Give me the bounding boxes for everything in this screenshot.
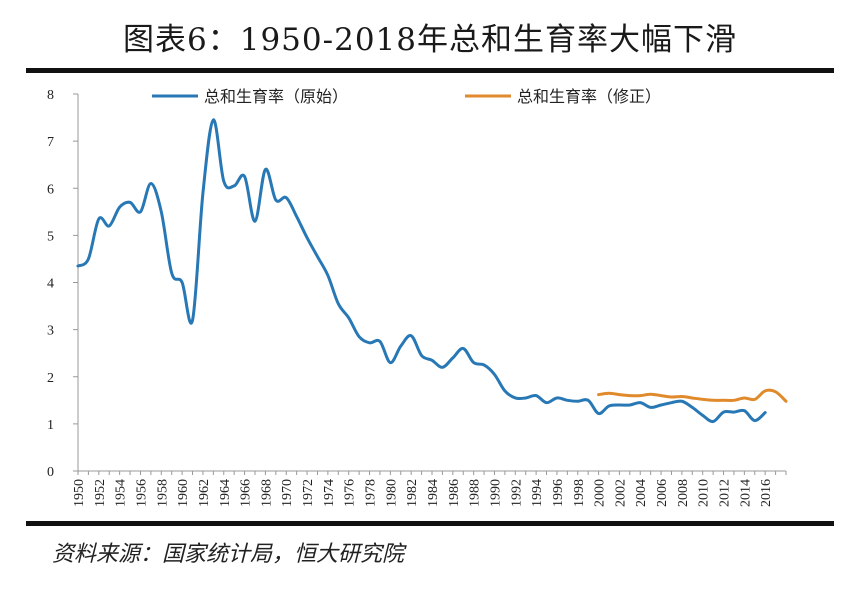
y-tick-label: 6 xyxy=(47,182,54,197)
x-tick-label: 1980 xyxy=(384,479,399,507)
x-tick-label: 1988 xyxy=(468,479,483,507)
y-tick-label: 7 xyxy=(47,135,54,150)
x-tick-label: 2002 xyxy=(613,479,628,507)
y-tick-label: 0 xyxy=(47,465,54,480)
x-tick-label: 2000 xyxy=(593,479,608,507)
x-tick-label: 1972 xyxy=(301,479,316,507)
x-axis-ticks: 1950 1952 1954 1956 1958 1960 1962 1964 1966 1968… xyxy=(72,471,787,507)
x-tick-label: 2004 xyxy=(634,479,649,507)
legend-label-original: 总和生育率（原始） xyxy=(204,87,348,106)
chart-title: 图表6：1950-2018年总和生育率大幅下滑 xyxy=(123,22,737,58)
source-note: 资料来源：国家统计局，恒大研究院 xyxy=(52,542,405,567)
y-tick-label: 2 xyxy=(47,371,54,386)
series-line-original xyxy=(76,118,767,424)
x-tick-label: 1956 xyxy=(134,479,149,507)
x-tick-label: 2006 xyxy=(655,479,670,507)
series-line-corrected xyxy=(597,388,788,403)
y-tick-label: 5 xyxy=(47,229,54,244)
legend-label-corrected: 总和生育率（修正） xyxy=(517,87,661,106)
y-tick-label: 4 xyxy=(47,277,54,292)
y-tick-label: 8 xyxy=(47,88,54,103)
x-tick-label: 1984 xyxy=(426,479,441,507)
y-tick-label: 3 xyxy=(47,324,54,339)
x-tick-label: 1968 xyxy=(259,479,274,507)
x-tick-label: 1976 xyxy=(343,479,358,507)
x-tick-label: 1992 xyxy=(509,479,524,507)
x-tick-label: 1960 xyxy=(176,479,191,507)
x-tick-label: 1996 xyxy=(551,479,566,507)
x-tick-label: 1964 xyxy=(218,479,233,507)
legend: 总和生育率（原始） 总和生育率（修正） xyxy=(152,87,661,106)
x-tick-label: 1954 xyxy=(114,479,129,507)
x-tick-label: 2010 xyxy=(697,479,712,507)
top-rule xyxy=(26,68,834,73)
x-tick-label: 1978 xyxy=(364,479,379,507)
x-tick-label: 1998 xyxy=(572,479,587,507)
x-tick-label: 1982 xyxy=(405,479,420,507)
y-axis-ticks: 0 1 2 3 4 5 6 7 8 xyxy=(47,88,78,480)
x-tick-label: 1952 xyxy=(93,479,108,507)
y-tick-label: 1 xyxy=(47,418,54,433)
x-tick-label: 1986 xyxy=(447,479,462,507)
axes xyxy=(77,94,786,472)
x-tick-label: 1966 xyxy=(239,479,254,507)
x-tick-label: 1962 xyxy=(197,479,212,507)
x-tick-label: 2008 xyxy=(676,479,691,507)
bottom-rule xyxy=(26,521,834,526)
x-tick-label: 1958 xyxy=(155,479,170,507)
x-tick-label: 1974 xyxy=(322,479,337,507)
x-tick-label: 2014 xyxy=(738,479,753,507)
x-tick-label: 1950 xyxy=(72,479,87,507)
x-tick-label: 2012 xyxy=(718,479,733,507)
x-tick-label: 1990 xyxy=(488,479,503,507)
x-tick-label: 2016 xyxy=(759,479,774,507)
x-tick-label: 1970 xyxy=(280,479,295,507)
series-lines xyxy=(76,118,788,424)
x-tick-label: 1994 xyxy=(530,479,545,507)
